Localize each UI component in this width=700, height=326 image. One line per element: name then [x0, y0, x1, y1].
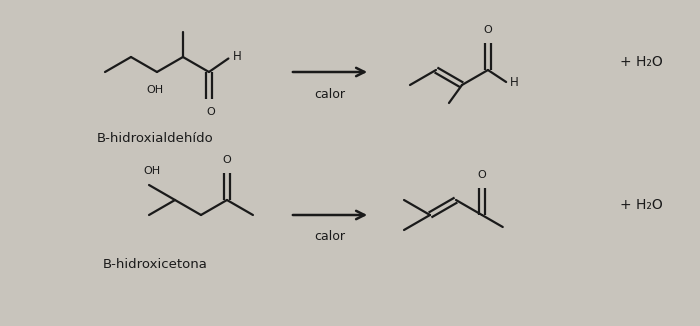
Text: OH: OH	[146, 85, 164, 95]
Text: B-hidroxialdehído: B-hidroxialdehído	[97, 131, 214, 144]
Text: O: O	[206, 107, 216, 117]
Text: calor: calor	[314, 230, 346, 243]
Text: + H₂O: + H₂O	[620, 198, 663, 212]
Text: B-hidroxicetona: B-hidroxicetona	[103, 259, 207, 272]
Text: + H₂O: + H₂O	[620, 55, 663, 69]
Text: O: O	[484, 25, 492, 35]
Text: O: O	[223, 155, 231, 165]
Text: H: H	[232, 50, 241, 63]
Text: O: O	[477, 170, 486, 180]
Text: OH: OH	[144, 167, 160, 176]
Text: H: H	[510, 76, 519, 88]
Text: calor: calor	[314, 88, 346, 101]
